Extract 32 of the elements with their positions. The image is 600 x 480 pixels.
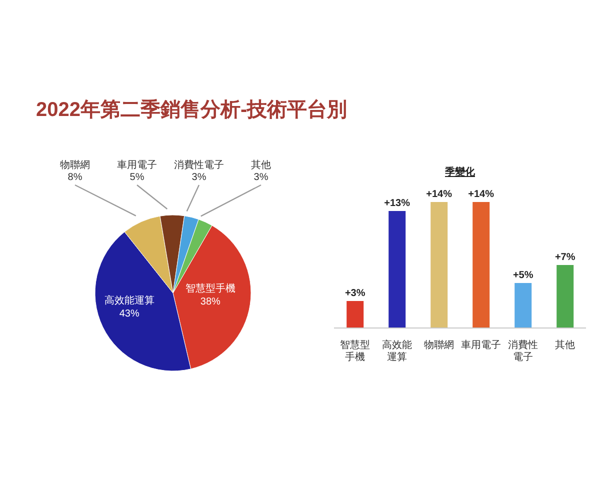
slice-label: 物聯網 — [60, 159, 90, 171]
chart-title: 2022年第二季銷售分析-技術平台別 — [36, 98, 348, 123]
data-label: 5% — [130, 172, 144, 183]
bar — [346, 301, 364, 328]
data-label: 43% — [119, 308, 140, 320]
slice-label: 其他 — [251, 159, 271, 171]
x-tick-label: 車用電子 — [461, 339, 501, 351]
x-tick-label: 高效能運算 — [382, 339, 412, 363]
bar — [430, 202, 448, 328]
x-tick-label: 其他 — [555, 339, 575, 351]
data-label: +5% — [512, 270, 534, 281]
chart-title: 季變化 — [444, 166, 476, 180]
bar — [556, 265, 574, 328]
x-tick-label: 消費性電子 — [508, 339, 538, 363]
x-tick-label: 物聯網 — [424, 339, 454, 351]
data-label: +14% — [468, 189, 494, 200]
data-label: 3% — [254, 172, 268, 183]
bar — [472, 202, 490, 328]
data-label: +13% — [384, 198, 410, 209]
bar — [388, 211, 406, 328]
x-tick-label: 智慧型手機 — [340, 339, 370, 363]
slice-label: 高效能運算 — [104, 294, 154, 307]
data-label: 8% — [68, 172, 82, 183]
slice-label: 車用電子 — [117, 159, 157, 171]
slice-label: 消費性電子 — [174, 159, 224, 171]
data-label: 3% — [192, 172, 206, 183]
slice-label: 智慧型手機 — [185, 282, 236, 294]
data-label: +3% — [344, 288, 366, 299]
data-label: 38% — [200, 296, 221, 308]
data-label: +7% — [554, 252, 576, 263]
data-label: +14% — [426, 189, 452, 200]
bar — [514, 283, 532, 328]
